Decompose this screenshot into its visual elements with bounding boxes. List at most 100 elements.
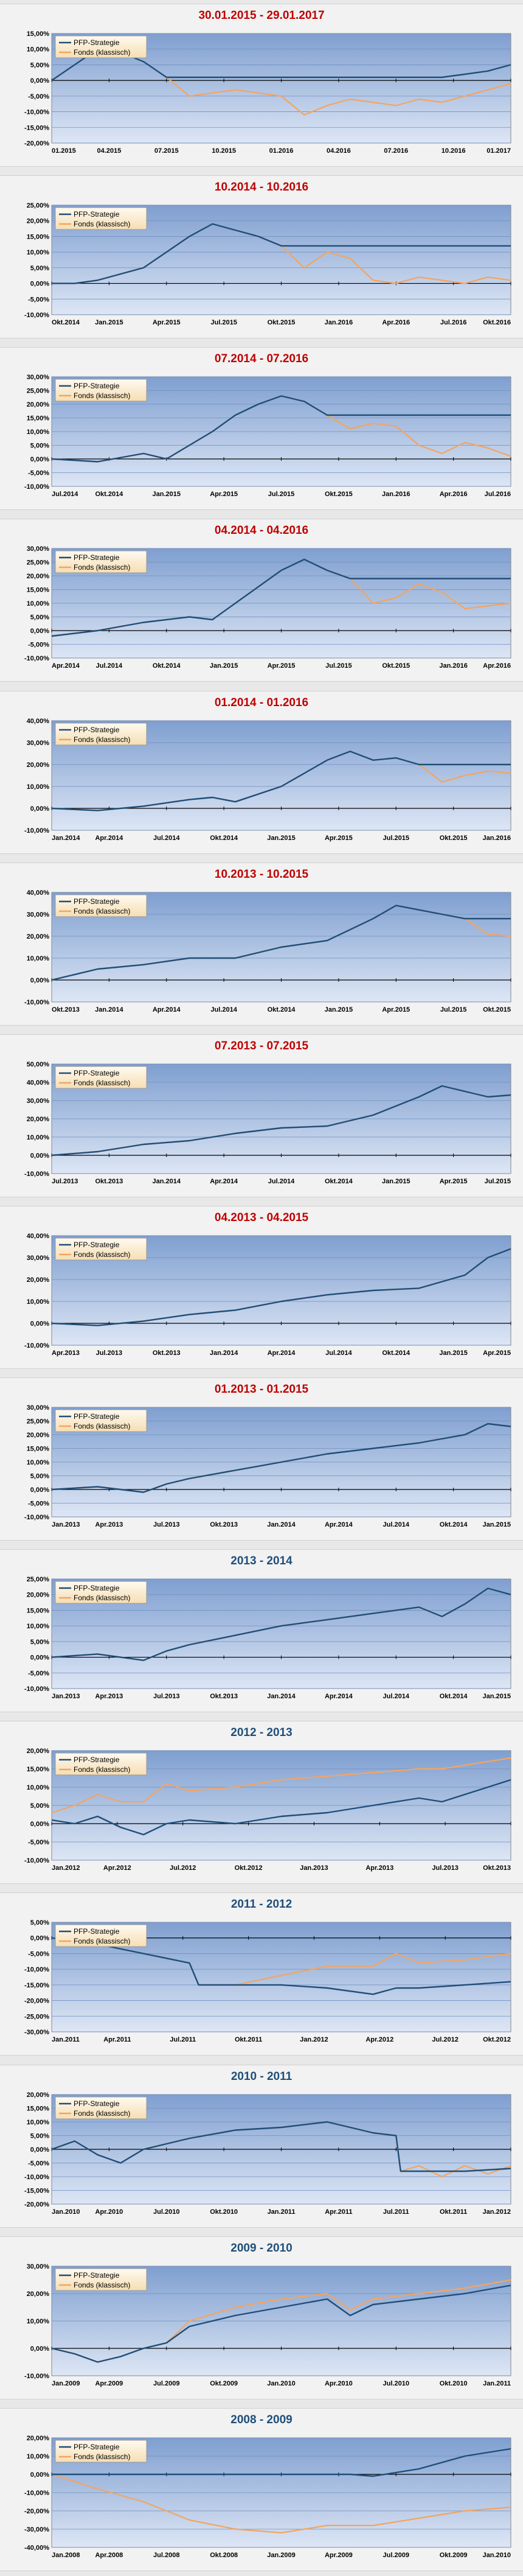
- chart-panel: 07.2013 - 07.2015 50,00% 40,00% 30,00% 20,00…: [0, 1034, 523, 1197]
- series-pfp-strategie: [51, 2284, 511, 2363]
- x-tick-label: Jul.2014: [383, 1693, 410, 1700]
- x-tick-label: Jan.2016: [325, 319, 353, 326]
- chart-panel: 2012 - 2013 20,00% 15,00% 10,00% 5,00% 0,00% -…: [0, 1721, 523, 1884]
- y-tick-label: -10,00%: [24, 109, 49, 116]
- x-tick-label: Okt.2013: [210, 1693, 238, 1700]
- chart-title: 30.01.2015 - 29.01.2017: [198, 9, 325, 22]
- y-tick-label: -10,00%: [24, 1171, 49, 1178]
- x-tick-label: Jul.2010: [153, 2208, 179, 2216]
- y-tick-label: 20,00%: [27, 2091, 50, 2099]
- y-tick-label: 0,00%: [30, 2471, 49, 2479]
- line-chart: 20,00% 15,00% 10,00% 5,00% 0,00% -5,00% -10,00…: [24, 1748, 511, 1872]
- chart-title: 07.2013 - 07.2015: [214, 1040, 309, 1052]
- x-tick-label: Okt.2016: [483, 319, 511, 326]
- x-tick-label: Jan.2015: [483, 1693, 511, 1700]
- x-tick-label: Jul.2015: [268, 491, 294, 498]
- x-tick-label: 10.2015: [212, 147, 236, 155]
- x-tick-label: Jan.2012: [52, 1864, 80, 1872]
- y-tick-label: 10,00%: [27, 1459, 50, 1466]
- chart-title: 07.2014 - 07.2016: [214, 352, 309, 365]
- y-tick-label: 25,00%: [27, 1576, 50, 1583]
- legend-label-pfp: PFP-Strategie: [74, 1069, 120, 1077]
- chart-title: 04.2014 - 04.2016: [214, 524, 309, 537]
- legend-box: [55, 35, 147, 58]
- x-tick-label: Jul.2013: [153, 1521, 179, 1528]
- x-tick-label: Apr.2014: [95, 835, 123, 842]
- chart-panel: 04.2013 - 04.2015 40,00% 30,00% 20,00% 10,00…: [0, 1206, 523, 1369]
- legend-label-pfp: PFP-Strategie: [74, 1241, 120, 1249]
- chart-title: 2012 - 2013: [230, 1726, 293, 1739]
- y-tick-label: -5,00%: [28, 470, 49, 477]
- y-tick-label: 20,00%: [27, 1276, 50, 1284]
- x-tick-label: Okt.2013: [483, 1864, 511, 1872]
- x-tick-label: Jan.2012: [300, 2036, 328, 2043]
- chart-panel: 2011 - 2012 5,00% 0,00% -5,00% -10,00% -15,00…: [0, 1892, 523, 2056]
- x-tick-label: Jan.2014: [95, 1006, 123, 1013]
- legend-label-fonds: Fonds (klassisch): [74, 2281, 130, 2289]
- x-tick-label: Jan.2014: [153, 1178, 181, 1185]
- x-tick-label: Okt.2014: [382, 1349, 410, 1357]
- y-tick-label: -5,00%: [28, 93, 49, 100]
- x-tick-label: Jul.2014: [153, 835, 180, 842]
- legend-label-pfp: PFP-Strategie: [74, 1755, 120, 1764]
- x-tick-label: Jan.2011: [268, 2208, 296, 2216]
- line-chart: 30,00% 25,00% 20,00% 15,00% 10,00% 5,00% 0,00%…: [24, 545, 511, 670]
- x-tick-label: Okt.2014: [95, 491, 123, 498]
- y-tick-label: -20,00%: [24, 1998, 49, 2005]
- x-tick-label: Jul.2013: [432, 1864, 458, 1872]
- y-tick-label: -25,00%: [24, 2013, 49, 2020]
- y-tick-label: -10,00%: [24, 483, 49, 491]
- y-tick-label: 20,00%: [27, 218, 50, 225]
- x-tick-label: Jan.2014: [52, 835, 80, 842]
- x-tick-label: 01.2016: [269, 147, 294, 155]
- y-tick-label: -20,00%: [24, 2508, 49, 2515]
- legend-label-fonds: Fonds (klassisch): [74, 1594, 130, 1602]
- y-tick-label: 15,00%: [27, 2105, 50, 2113]
- y-tick-label: 20,00%: [27, 1748, 50, 1755]
- x-tick-label: Jan.2013: [52, 1693, 80, 1700]
- y-tick-label: -10,00%: [24, 1342, 49, 1349]
- y-tick-label: -10,00%: [24, 2490, 49, 2497]
- y-tick-label: -10,00%: [24, 1857, 49, 1864]
- series-pfp-strategie: [51, 1423, 511, 1493]
- legend-label-fonds: Fonds (klassisch): [74, 1765, 130, 1774]
- y-tick-label: -15,00%: [24, 124, 49, 131]
- y-tick-label: 10,00%: [27, 1298, 50, 1306]
- legend-label-fonds: Fonds (klassisch): [74, 1422, 130, 1430]
- x-tick-label: Jan.2015: [95, 319, 123, 326]
- x-tick-label: Jan.2014: [267, 1521, 296, 1528]
- x-tick-label: Apr.2010: [95, 2208, 123, 2216]
- y-tick-label: 30,00%: [27, 2263, 50, 2270]
- x-tick-label: Apr.2010: [325, 2380, 353, 2387]
- x-tick-label: Jan.2010: [267, 2380, 295, 2387]
- y-tick-label: -10,00%: [24, 999, 49, 1006]
- series-pfp-strategie: [51, 395, 511, 463]
- x-tick-label: Jul.2009: [383, 2552, 409, 2559]
- x-tick-label: Jul.2011: [383, 2208, 409, 2216]
- x-tick-label: Apr.2015: [440, 1178, 468, 1185]
- series-pfp-strategie: [51, 1587, 511, 1661]
- y-tick-label: 5,00%: [30, 2133, 49, 2140]
- x-tick-label: Jul.2016: [440, 319, 466, 326]
- y-tick-label: -10,00%: [24, 1514, 49, 1521]
- chart-panel: 01.2014 - 01.2016 40,00% 30,00% 20,00% 10,00…: [0, 691, 523, 854]
- y-tick-label: 5,00%: [30, 1473, 49, 1480]
- x-tick-label: Okt.2012: [483, 2036, 511, 2043]
- x-tick-label: Apr.2014: [210, 1178, 238, 1185]
- x-tick-label: Apr.2009: [325, 2552, 353, 2559]
- chart-title: 2011 - 2012: [230, 1898, 293, 1911]
- x-tick-label: Apr.2016: [440, 491, 468, 498]
- y-tick-label: 50,00%: [27, 1061, 50, 1068]
- x-tick-label: Okt.2015: [483, 1006, 511, 1013]
- y-tick-label: 10,00%: [27, 249, 50, 256]
- legend-box: [55, 894, 147, 917]
- line-chart: 30,00% 25,00% 20,00% 15,00% 10,00% 5,00% 0,00%…: [24, 374, 511, 498]
- legend-box: [55, 2440, 147, 2463]
